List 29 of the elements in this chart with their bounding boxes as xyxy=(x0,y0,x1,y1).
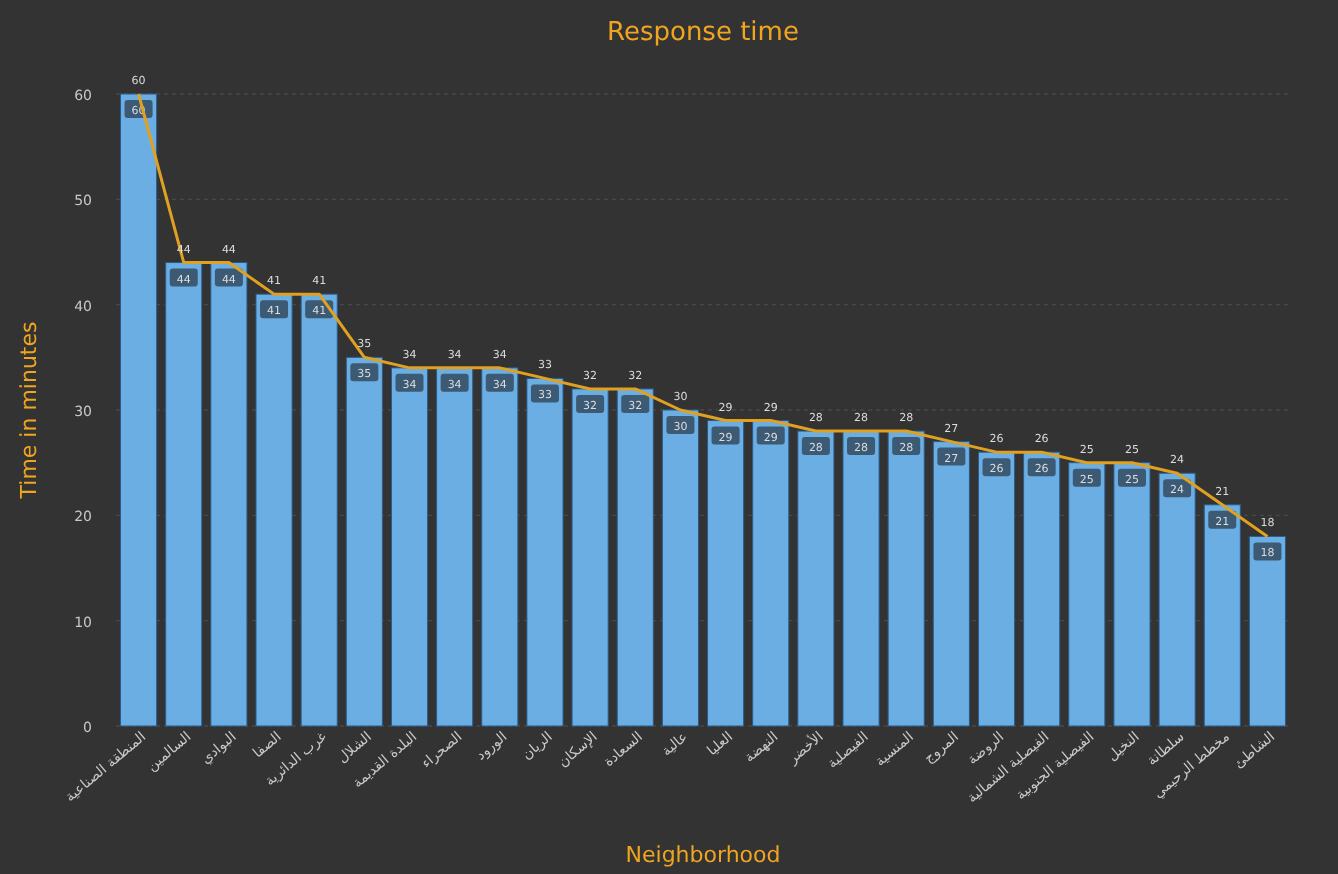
bar xyxy=(932,441,970,727)
bar xyxy=(661,409,699,727)
bar xyxy=(1023,451,1061,727)
xlabel: Neighborhood xyxy=(625,842,781,868)
bar xyxy=(165,262,203,727)
title: Response time xyxy=(607,18,799,48)
bar xyxy=(887,430,925,727)
bar xyxy=(255,293,293,727)
bar xyxy=(1203,504,1241,727)
bar xyxy=(1068,462,1106,727)
bar xyxy=(616,388,654,727)
bar xyxy=(345,356,383,727)
bar xyxy=(210,262,248,727)
bar xyxy=(390,367,429,727)
bar xyxy=(571,388,609,727)
bar xyxy=(707,420,745,727)
bar xyxy=(1158,472,1196,727)
bar xyxy=(481,367,519,727)
bar xyxy=(1248,535,1286,727)
bar xyxy=(977,451,1016,727)
bar xyxy=(1113,462,1151,727)
bar xyxy=(300,293,338,727)
bar xyxy=(526,377,564,727)
bar xyxy=(752,420,790,727)
ylabel: Time in minutes xyxy=(16,321,42,499)
bar xyxy=(436,367,474,727)
bar xyxy=(842,430,880,727)
bar xyxy=(120,93,158,727)
bar xyxy=(797,430,835,727)
